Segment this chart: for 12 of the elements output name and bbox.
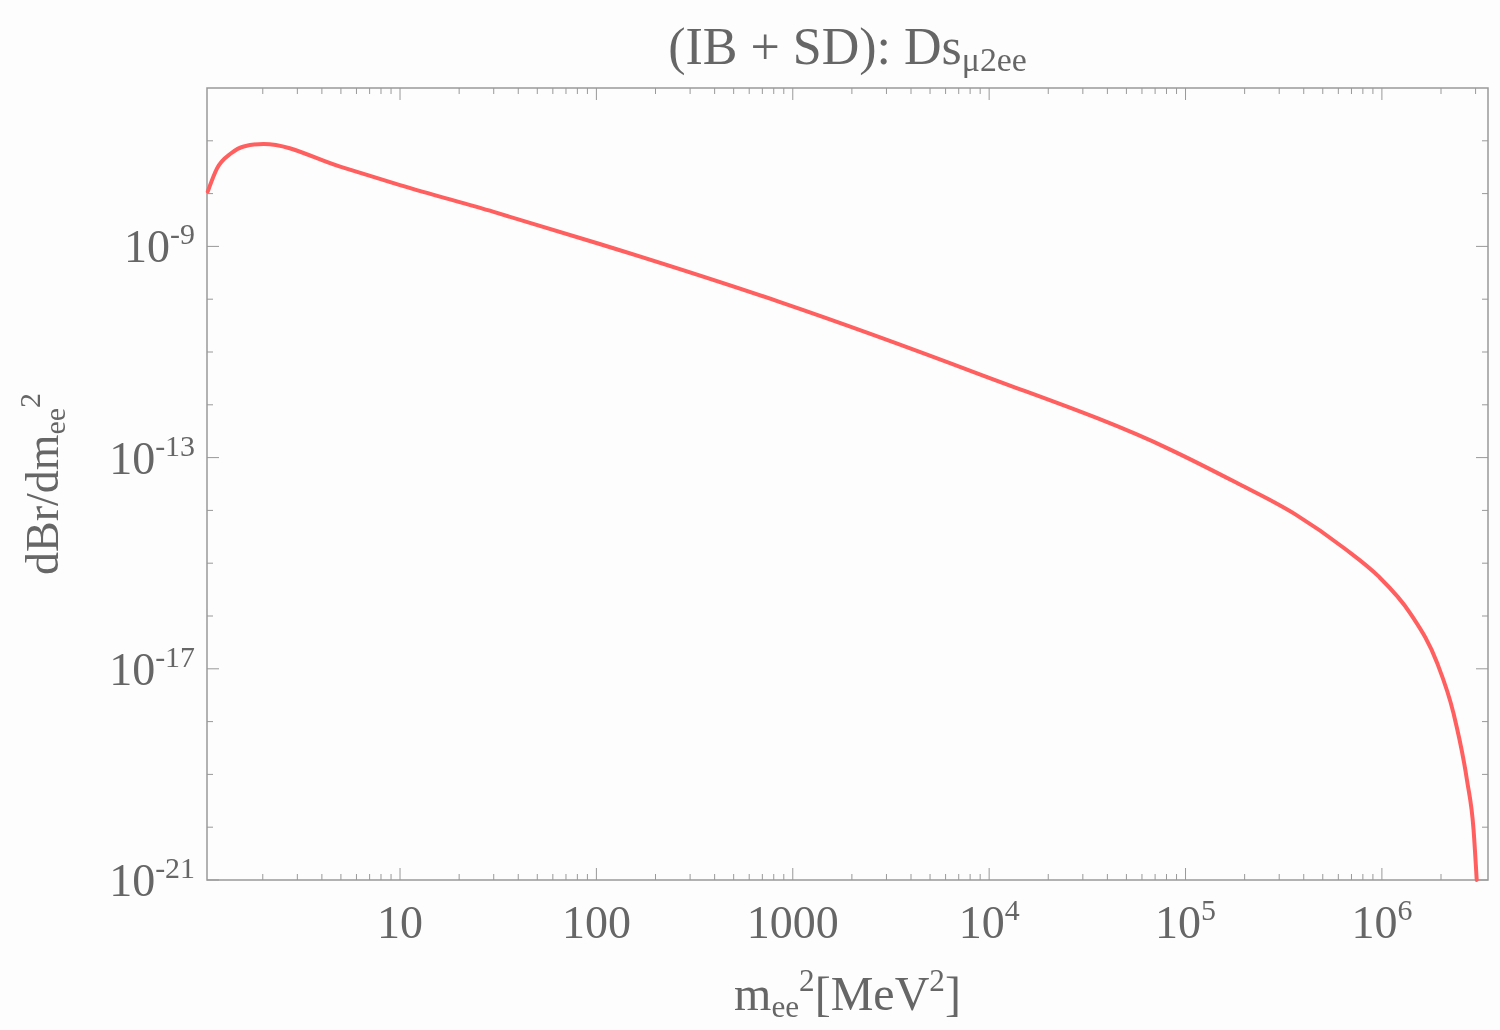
chart-title: (IB + SD): Ds$_{μ2ee}$ xyxy=(668,18,1027,79)
x-axis-title: m$_{ee}$$^{2}$[MeV$^{2}$] xyxy=(734,963,961,1024)
x-tick-label: 100 xyxy=(561,897,631,948)
y-tick-label: 10$^{-13}$ xyxy=(109,428,195,484)
x-tick-label: 10$^{4}$ xyxy=(958,893,1020,948)
y-tick-label: 10$^{-17}$ xyxy=(109,639,196,695)
y-tick-label: 10$^{-9}$ xyxy=(124,217,195,273)
x-tick-label: 1000 xyxy=(746,897,839,948)
x-tick-label: 10 xyxy=(377,897,424,948)
y-tick-label: 10$^{-21}$ xyxy=(109,851,195,906)
x-tick-label: 10$^{5}$ xyxy=(1155,893,1216,948)
x-tick-label: 10$^{6}$ xyxy=(1351,893,1413,948)
